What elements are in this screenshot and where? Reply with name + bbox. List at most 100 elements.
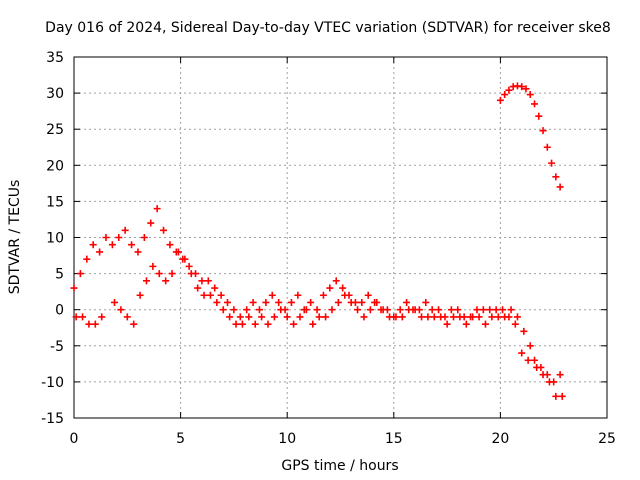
data-point (174, 248, 182, 256)
data-point (262, 298, 270, 306)
data-point (315, 313, 323, 321)
data-point (213, 298, 221, 306)
data-point (364, 291, 372, 299)
y-tick-label: -15 (41, 411, 64, 427)
data-point (249, 298, 257, 306)
data-point (479, 306, 487, 314)
y-tick-label: 15 (46, 194, 64, 210)
data-point (251, 320, 259, 328)
data-point (492, 306, 500, 314)
y-tick-label: 20 (46, 158, 64, 174)
data-point (396, 306, 404, 314)
data-point (398, 313, 406, 321)
data-point (435, 306, 443, 314)
data-point (447, 306, 455, 314)
y-tick-label: 5 (55, 267, 64, 283)
data-point (354, 306, 362, 314)
data-point (268, 291, 276, 299)
data-point (456, 313, 464, 321)
data-point (198, 277, 206, 285)
data-point (347, 298, 355, 306)
data-point (264, 320, 272, 328)
data-point (72, 313, 80, 321)
data-point (160, 226, 168, 234)
data-point (322, 313, 330, 321)
data-point (379, 306, 387, 314)
data-point (98, 313, 106, 321)
data-point (424, 313, 432, 321)
data-point (91, 320, 99, 328)
data-point (134, 248, 142, 256)
data-point (224, 298, 232, 306)
data-point (526, 342, 534, 350)
data-point (473, 306, 481, 314)
data-point (507, 306, 515, 314)
data-point (488, 313, 496, 321)
data-point (496, 96, 504, 104)
data-point (360, 313, 368, 321)
data-point (411, 306, 419, 314)
data-point (123, 313, 131, 321)
data-point (270, 313, 278, 321)
x-tick-label: 10 (278, 431, 296, 447)
data-point (366, 306, 374, 314)
data-point (386, 313, 394, 321)
data-point (117, 306, 125, 314)
data-point (511, 320, 519, 328)
data-point (219, 306, 227, 314)
series-3 (496, 82, 564, 191)
data-point (481, 320, 489, 328)
data-point (373, 298, 381, 306)
data-point (341, 291, 349, 299)
data-point (531, 356, 539, 364)
data-point (531, 100, 539, 108)
data-point (294, 291, 302, 299)
data-point (149, 262, 157, 270)
data-point (238, 320, 246, 328)
data-point (558, 392, 566, 400)
data-point (556, 183, 564, 191)
data-point (545, 378, 553, 386)
data-point (206, 291, 214, 299)
data-point (556, 371, 564, 379)
data-point (428, 306, 436, 314)
data-point (287, 298, 295, 306)
data-point (168, 270, 176, 278)
data-point (211, 284, 219, 292)
data-point (187, 270, 195, 278)
data-point (283, 313, 291, 321)
data-point (326, 284, 334, 292)
data-point (405, 306, 413, 314)
data-point (548, 159, 556, 167)
data-point (501, 91, 509, 99)
x-axis: 0 5 10 15 20 25 (70, 57, 616, 447)
data-point (108, 241, 116, 249)
y-axis: -15 -10 -5 0 5 10 15 20 25 30 35 (41, 50, 607, 427)
data-point (543, 143, 551, 151)
data-point (277, 306, 285, 314)
data-point (319, 291, 327, 299)
data-point (115, 234, 123, 241)
data-point (79, 313, 87, 321)
x-tick-label: 5 (176, 431, 185, 447)
data-point (518, 83, 526, 91)
data-point (153, 205, 161, 213)
data-point (358, 298, 366, 306)
data-point (437, 313, 445, 321)
series-1 (70, 205, 564, 386)
y-tick-label: 35 (46, 50, 64, 66)
data-point (147, 219, 155, 227)
data-point (128, 241, 136, 249)
data-point (533, 363, 541, 371)
data-point (130, 320, 138, 328)
data-point (185, 262, 193, 270)
data-point (513, 313, 521, 321)
data-point (422, 298, 430, 306)
data-point (230, 306, 238, 314)
data-point (520, 327, 528, 335)
data-point (494, 313, 502, 321)
x-axis-label: GPS time / hours (281, 458, 398, 474)
data-point (392, 313, 400, 321)
data-point (102, 234, 110, 241)
